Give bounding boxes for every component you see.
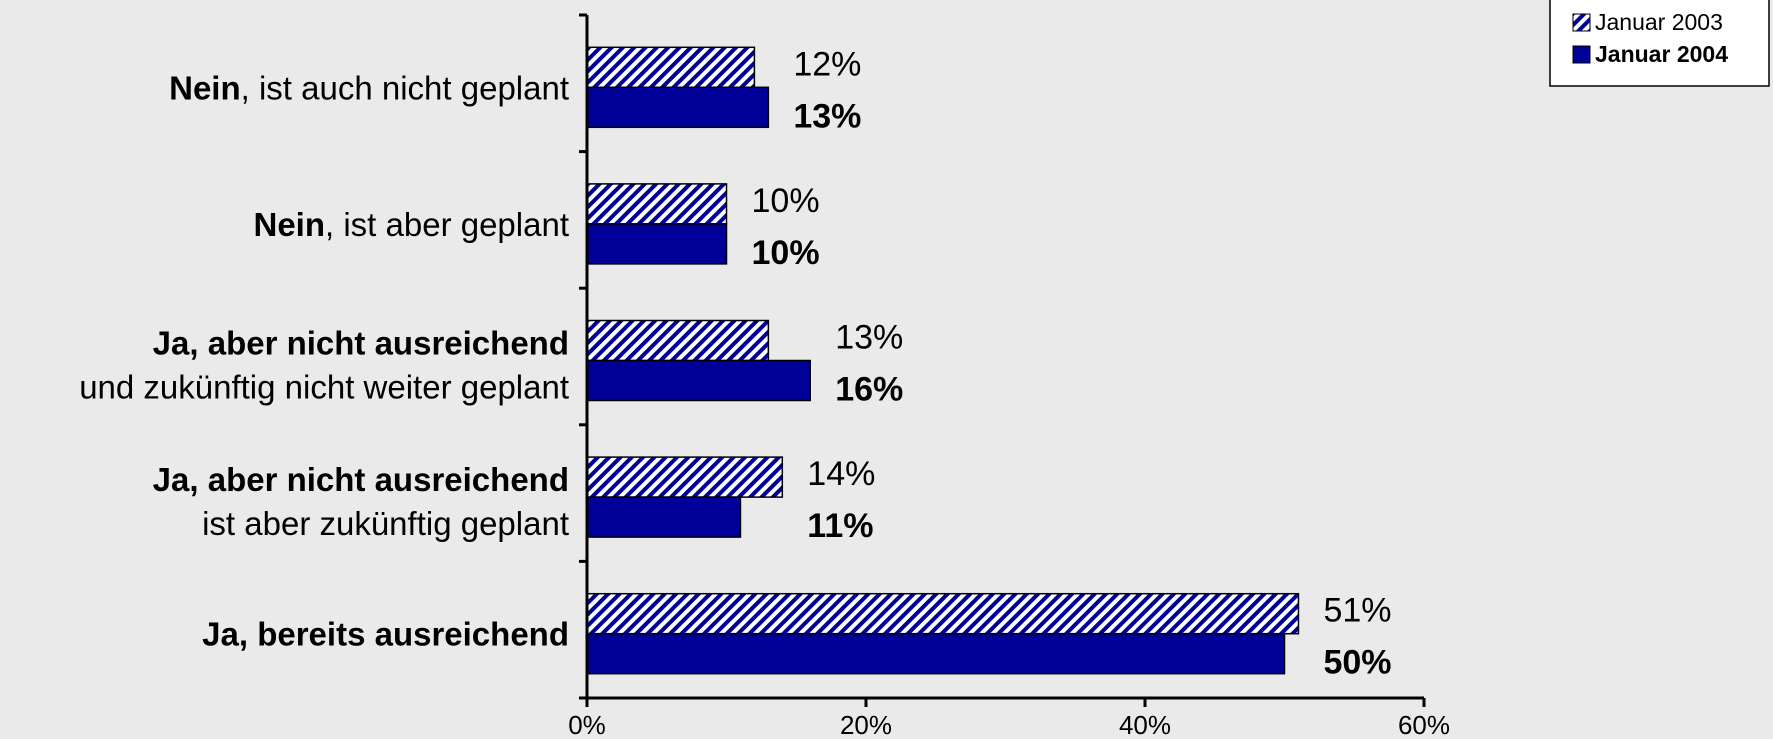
value-label: 10% [752,234,820,272]
bar-januar-2004 [586,223,728,265]
category-label: Nein, ist aber geplant [253,206,569,243]
value-label: 16% [835,371,903,409]
x-tick-label: 40% [1119,710,1171,739]
category-label-bold: Ja, bereits ausreichend [202,616,569,653]
category-label-line2: ist aber zukünftig geplant [202,505,569,542]
bar-januar-2004 [586,632,1286,675]
value-label: 51% [1323,592,1391,630]
bar-januar-2004 [586,359,811,402]
legend-swatch [1572,13,1591,32]
value-label: 11% [807,507,873,545]
x-tick-label: 0% [568,710,606,739]
value-label: 13% [835,319,903,357]
bar-januar-2003 [586,183,728,225]
x-tick-label: 60% [1398,710,1450,739]
category-label-bold: Ja, aber nicht ausreichend [153,461,569,498]
category-label: Ja, aber nicht ausreichend [153,461,569,498]
category-label: Nein, ist auch nicht geplant [169,69,569,106]
x-tick-label: 20% [840,710,892,739]
legend-label: Januar 2003 [1595,9,1723,35]
category-label-bold: Nein [253,206,325,243]
bar-januar-2003 [586,592,1300,635]
value-label: 10% [752,182,820,220]
bar-januar-2004 [586,496,742,538]
bar-januar-2004 [586,86,770,129]
value-label: 50% [1323,644,1391,682]
legend-label: Januar 2004 [1595,41,1728,67]
value-label: 13% [793,97,861,135]
category-label-bold: Nein [169,69,241,106]
category-label-rest: , ist auch nicht geplant [241,69,569,106]
legend-swatch [1572,45,1591,64]
category-label-line2: und zukünftig nicht weiter geplant [79,369,569,406]
category-label: Ja, bereits ausreichend [202,616,569,653]
value-label: 14% [807,455,875,493]
category-label-rest: , ist aber geplant [325,206,569,243]
value-label: 12% [793,45,861,83]
category-label: Ja, aber nicht ausreichend [153,325,569,362]
bar-januar-2003 [586,46,756,89]
category-label-bold: Ja, aber nicht ausreichend [153,325,569,362]
bar-januar-2003 [586,456,784,498]
bar-januar-2003 [586,319,770,362]
legend: Januar 2003 Januar 2004 [1549,0,1770,87]
plot-area: Nein, ist auch nicht geplant12%13%Nein, … [79,13,1450,739]
